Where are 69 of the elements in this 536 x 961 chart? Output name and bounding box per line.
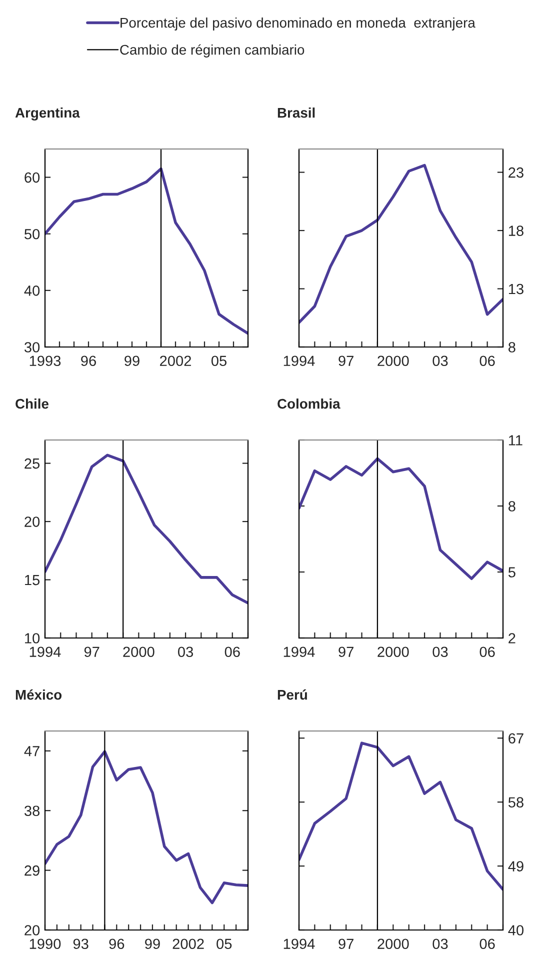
x-tick-label: 06 — [480, 938, 495, 950]
x-tick-label: 96 — [109, 938, 124, 950]
legend-label: Porcentaje del pasivo denominado en moneda extranjera — [120, 18, 476, 30]
x-tick-label: 1994 — [284, 938, 315, 950]
x-tick-label: 97 — [338, 646, 354, 658]
line-series — [45, 454, 248, 604]
chart-title: México — [16, 689, 62, 700]
y-tick-label: 20 — [24, 925, 40, 936]
x-tick-label: 03 — [432, 646, 448, 658]
y-tick-label: 67 — [508, 733, 524, 744]
line-series — [299, 164, 503, 324]
chart-title: Colombia — [278, 398, 340, 409]
line-series — [299, 457, 503, 580]
x-tick-label: 06 — [480, 356, 495, 366]
y-tick-label: 60 — [24, 172, 40, 183]
line-series — [299, 742, 503, 891]
x-tick-label: 2000 — [123, 646, 154, 658]
x-tick-label: 1993 — [30, 356, 61, 366]
y-tick-label: 29 — [24, 865, 40, 876]
x-tick-label: 03 — [432, 938, 448, 950]
y-tick-label: 13 — [508, 284, 524, 294]
y-tick-label: 23 — [508, 167, 524, 178]
x-tick-label: 2000 — [378, 938, 409, 950]
y-tick-label: 25 — [24, 458, 40, 469]
y-tick-label: 40 — [24, 286, 40, 296]
x-tick-label: 06 — [480, 646, 495, 658]
x-tick-label: 1994 — [284, 646, 315, 658]
y-tick-label: 8 — [508, 501, 516, 512]
chart-title: Brasil — [278, 108, 315, 118]
chart-title: Perú — [278, 689, 307, 700]
x-tick-label: 2002 — [160, 356, 191, 366]
x-tick-label: 1990 — [30, 938, 61, 950]
x-tick-label: 03 — [178, 646, 194, 658]
y-tick-label: 20 — [24, 516, 40, 527]
x-tick-label: 97 — [338, 356, 354, 366]
x-tick-label: 2000 — [378, 356, 409, 366]
y-tick-label: 8 — [508, 342, 516, 352]
x-tick-label: 05 — [211, 356, 226, 366]
y-tick-label: 5 — [508, 567, 516, 578]
chart-title: Argentina — [15, 107, 80, 121]
y-tick-label: 47 — [24, 746, 40, 756]
y-tick-label: 2 — [508, 633, 516, 644]
y-tick-label: 58 — [508, 797, 524, 808]
chart-title: Chile — [16, 398, 48, 409]
y-tick-label: 15 — [25, 575, 40, 586]
y-tick-label: 10 — [25, 633, 40, 644]
line-series — [45, 167, 248, 335]
line-series — [45, 750, 248, 904]
y-tick-label: 49 — [508, 861, 524, 872]
x-tick-label: 97 — [84, 646, 100, 658]
x-tick-label: 97 — [338, 938, 354, 950]
x-tick-label: 03 — [432, 356, 448, 366]
y-tick-label: 11 — [508, 435, 522, 446]
x-tick-label: 05 — [216, 938, 232, 950]
x-tick-label: 96 — [81, 356, 96, 366]
x-tick-label: 1994 — [284, 356, 315, 366]
y-tick-label: 18 — [508, 226, 524, 236]
x-tick-label: 2002 — [172, 938, 204, 950]
x-tick-label: 1994 — [30, 646, 61, 658]
y-tick-label: 38 — [24, 806, 40, 816]
x-tick-label: 93 — [73, 938, 88, 950]
y-tick-label: 30 — [24, 342, 40, 352]
x-tick-label: 2000 — [378, 646, 409, 658]
legend-label: Cambio de régimen cambiario — [120, 44, 304, 58]
y-tick-label: 50 — [24, 228, 40, 240]
y-tick-label: 40 — [508, 925, 524, 936]
x-tick-label: 06 — [224, 646, 240, 658]
x-tick-label: 99 — [145, 938, 160, 950]
x-tick-label: 99 — [124, 356, 140, 366]
